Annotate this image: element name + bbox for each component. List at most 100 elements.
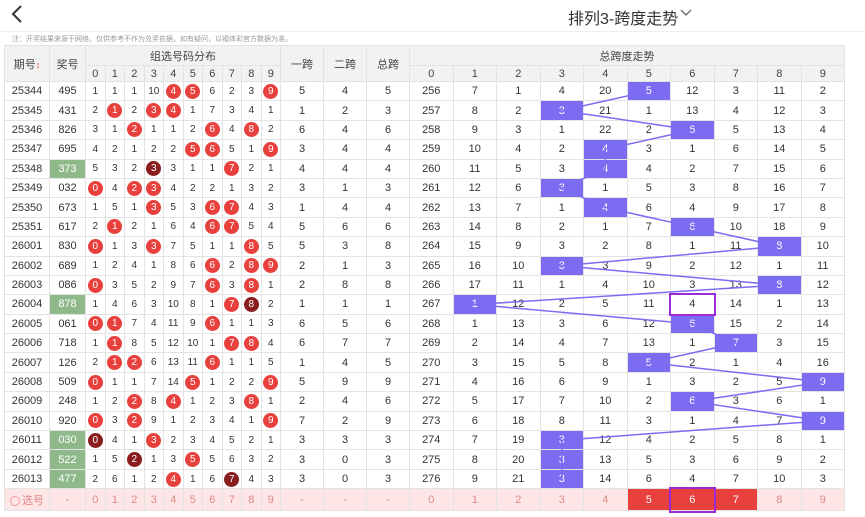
trend-cell: 20: [583, 80, 628, 102]
dist-cell: 10: [182, 333, 203, 354]
pick-trend-digit[interactable]: 4: [583, 488, 628, 512]
dist-cell: 1: [104, 313, 125, 335]
dist-cell: 2: [221, 371, 242, 393]
trend-cell: 1: [539, 197, 584, 218]
dist-cell: 2: [124, 449, 145, 470]
pick-trend-digit[interactable]: 8: [757, 488, 802, 512]
dist-cell: 5: [241, 216, 262, 238]
trend-cell: 4: [670, 197, 715, 218]
trend-cell: 257: [409, 100, 454, 121]
trend-cell: 11: [626, 294, 671, 315]
trend-digit-header: 0: [409, 65, 454, 82]
dist-cell: 4: [163, 177, 184, 199]
trend-cell: 1: [496, 80, 541, 102]
pick-digit[interactable]: 6: [202, 488, 223, 512]
dist-cell: 2: [85, 216, 106, 238]
dist-cell: 0: [85, 236, 106, 257]
pick-digit[interactable]: 0: [85, 488, 106, 512]
pick-row[interactable]: 选号 -0 1 2 3 4 5 6 7 8 9- - -0 1 2 3 4 5 6 7 8 9: [4, 488, 845, 512]
trend-cell: 262: [409, 197, 454, 218]
dist-cell: 3: [85, 119, 106, 141]
dist-cell: 6: [202, 255, 223, 276]
trend-cell: 2: [670, 352, 715, 373]
trend-cell: 8: [539, 410, 584, 432]
dist-cell: 1: [143, 216, 164, 238]
page-title[interactable]: 排列3-跨度走势: [568, 11, 679, 28]
drawn-digit-ball: 7: [224, 471, 240, 487]
trend-cell: 1: [670, 236, 715, 257]
chevron-down-icon[interactable]: [680, 8, 692, 20]
span1-cell: 1: [280, 100, 324, 121]
pick-label-cell[interactable]: 选号: [4, 488, 50, 512]
total-span-cell: 3: [366, 100, 410, 121]
pick-digit[interactable]: 2: [124, 488, 145, 512]
pick-trend-digit[interactable]: 1: [452, 488, 497, 512]
back-chevron-icon[interactable]: [10, 4, 34, 28]
sort-icon[interactable]: ↕: [35, 59, 41, 70]
dist-cell: 8: [163, 255, 184, 276]
dist-cell: 4: [104, 294, 125, 315]
dist-cell: 1: [202, 294, 223, 315]
pick-radio-icon[interactable]: [10, 495, 20, 506]
pick-digit[interactable]: 3: [143, 488, 164, 512]
pick-trend-digit[interactable]: 9: [800, 488, 845, 512]
dist-cell: 2: [260, 294, 281, 315]
dist-cell: 1: [85, 80, 106, 102]
pick-digit[interactable]: 4: [163, 488, 184, 512]
span2-cell: 8: [323, 274, 367, 296]
pick-trend-digit[interactable]: 7: [713, 488, 758, 512]
drawn-digit-ball: 0: [87, 413, 103, 429]
pick-trend-digit[interactable]: 5: [626, 488, 671, 512]
span2-cell: 4: [323, 119, 367, 141]
dist-cell: 5: [85, 158, 106, 179]
trend-cell: 12: [496, 294, 541, 315]
total-span-cell: 3: [366, 177, 410, 199]
trend-hit-cell: 4: [583, 139, 628, 160]
trend-cell: 269: [409, 333, 454, 354]
pick-digit[interactable]: 8: [241, 488, 262, 512]
trend-cell: 13: [670, 100, 715, 121]
pick-dash-cell: -: [280, 488, 324, 512]
pick-digit[interactable]: 9: [260, 488, 281, 512]
dist-cell: 5: [182, 371, 203, 393]
trend-cell: 2: [757, 313, 802, 335]
pick-digit[interactable]: 7: [221, 488, 242, 512]
trend-cell: 7: [452, 80, 497, 102]
table-row: 26010 920 0 3 2 9 1 2 3 4 1 9 7 2 9 273 6 18 8 11 3 1 4 7 9: [4, 410, 845, 432]
pick-digit[interactable]: 5: [182, 488, 203, 512]
drawn-digit-ball: 2: [126, 122, 142, 138]
total-span-cell: 7: [366, 333, 410, 354]
span2-cell: 4: [323, 158, 367, 179]
drawn-digit-ball: 9: [263, 141, 279, 157]
trend-cell: 12: [713, 255, 758, 276]
dist-cell: 7: [221, 216, 242, 238]
issue-header[interactable]: 期号↕: [4, 45, 50, 82]
dist-cell: 4: [163, 100, 184, 121]
drawn-digit-ball: 2: [126, 452, 142, 468]
pick-trend-digit[interactable]: 0: [409, 488, 454, 512]
trend-cell: 3: [757, 333, 802, 354]
trend-cell: 15: [800, 333, 845, 354]
dist-cell: 6: [202, 352, 223, 373]
trend-cell: 3: [800, 468, 845, 490]
span2-cell: 3: [323, 430, 367, 451]
total-span-cell: 3: [366, 430, 410, 451]
dist-cell: 13: [163, 352, 184, 373]
table-row: 26001 830 0 1 3 3 7 5 1 1 8 5 5 3 8 264 15 9 3 2 8 1 11 8 10: [4, 236, 845, 257]
trend-cell: 15: [496, 352, 541, 373]
trend-cell: 261: [409, 177, 454, 199]
dist-cell: 3: [241, 80, 262, 102]
dist-cell: 2: [221, 80, 242, 102]
pick-trend-digit[interactable]: 3: [539, 488, 584, 512]
dist-cell: 1: [260, 430, 281, 451]
drawn-digit-ball: 6: [204, 316, 220, 332]
pick-trend-digit[interactable]: 2: [496, 488, 541, 512]
dist-cell: 6: [202, 197, 223, 218]
pick-trend-digit[interactable]: 6: [670, 488, 715, 512]
dist-cell: 4: [163, 391, 184, 412]
pick-digit[interactable]: 1: [104, 488, 125, 512]
drawn-digit-ball: 9: [263, 413, 279, 429]
trend-cell: 9: [757, 449, 802, 470]
dist-digit-header: 7: [221, 65, 242, 82]
trend-cell: 3: [670, 371, 715, 393]
